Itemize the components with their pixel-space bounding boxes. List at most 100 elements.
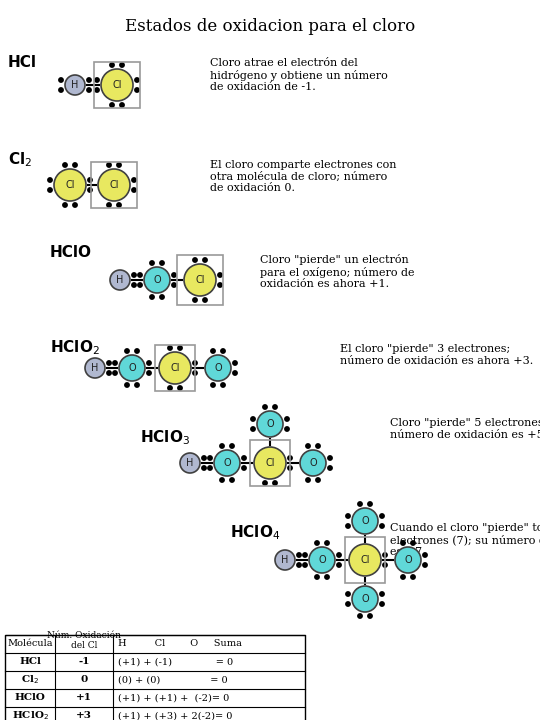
Circle shape bbox=[337, 553, 341, 557]
Circle shape bbox=[178, 346, 182, 350]
Text: Cloro "pierde" 5 electrones;
número de oxidación es +5.: Cloro "pierde" 5 electrones; número de o… bbox=[390, 418, 540, 440]
Circle shape bbox=[147, 361, 151, 365]
Circle shape bbox=[135, 348, 139, 354]
Circle shape bbox=[202, 456, 206, 460]
Circle shape bbox=[411, 541, 415, 545]
Circle shape bbox=[135, 383, 139, 387]
Circle shape bbox=[95, 88, 99, 92]
Circle shape bbox=[380, 514, 384, 518]
Circle shape bbox=[193, 298, 197, 302]
Text: O: O bbox=[266, 419, 274, 429]
Circle shape bbox=[132, 283, 136, 287]
Circle shape bbox=[101, 69, 133, 101]
Circle shape bbox=[160, 261, 164, 265]
Text: O: O bbox=[128, 363, 136, 373]
Circle shape bbox=[88, 188, 92, 192]
Circle shape bbox=[288, 466, 292, 470]
Circle shape bbox=[172, 273, 176, 277]
Text: -1: -1 bbox=[78, 657, 90, 667]
Text: HCl: HCl bbox=[19, 657, 41, 667]
Circle shape bbox=[423, 563, 427, 567]
Circle shape bbox=[251, 417, 255, 421]
Circle shape bbox=[160, 294, 164, 300]
Circle shape bbox=[48, 188, 52, 192]
Circle shape bbox=[303, 553, 307, 557]
Circle shape bbox=[132, 273, 136, 277]
Circle shape bbox=[54, 169, 86, 201]
Circle shape bbox=[172, 283, 176, 287]
Bar bbox=[345, 537, 385, 583]
Bar bbox=[94, 62, 140, 108]
Circle shape bbox=[288, 456, 292, 460]
Circle shape bbox=[120, 103, 124, 107]
Circle shape bbox=[303, 563, 307, 567]
Text: HClO$_3$: HClO$_3$ bbox=[140, 428, 190, 446]
Circle shape bbox=[383, 563, 387, 567]
Circle shape bbox=[358, 613, 362, 618]
Text: HClO$_2$: HClO$_2$ bbox=[11, 710, 49, 720]
Circle shape bbox=[203, 258, 207, 262]
Text: HClO$_4$: HClO$_4$ bbox=[230, 523, 280, 541]
Circle shape bbox=[309, 547, 335, 573]
Circle shape bbox=[352, 508, 378, 534]
Circle shape bbox=[358, 502, 362, 506]
Circle shape bbox=[87, 88, 91, 92]
Text: Cl: Cl bbox=[265, 458, 275, 468]
Text: Cl: Cl bbox=[170, 363, 180, 373]
Text: Cl: Cl bbox=[65, 180, 75, 190]
Circle shape bbox=[107, 203, 111, 207]
Circle shape bbox=[315, 575, 319, 579]
Text: Cl: Cl bbox=[360, 555, 370, 565]
Text: Cloro "pierde" un electrón
para el oxígeno; número de
oxidación es ahora +1.: Cloro "pierde" un electrón para el oxíge… bbox=[260, 254, 415, 289]
Circle shape bbox=[346, 524, 350, 528]
Circle shape bbox=[242, 466, 246, 470]
Bar bbox=[155, 345, 195, 391]
Circle shape bbox=[110, 63, 114, 67]
Circle shape bbox=[208, 466, 212, 470]
Circle shape bbox=[337, 563, 341, 567]
Circle shape bbox=[346, 592, 350, 596]
Circle shape bbox=[107, 361, 111, 365]
Circle shape bbox=[230, 478, 234, 482]
Circle shape bbox=[368, 502, 372, 506]
Circle shape bbox=[380, 602, 384, 606]
Text: O: O bbox=[214, 363, 222, 373]
Circle shape bbox=[401, 541, 405, 545]
Text: El cloro comparte electrones con
otra molécula de cloro; número
de oxidación 0.: El cloro comparte electrones con otra mo… bbox=[210, 160, 396, 194]
Text: HClO$_2$: HClO$_2$ bbox=[50, 338, 100, 356]
Circle shape bbox=[211, 348, 215, 354]
Circle shape bbox=[150, 294, 154, 300]
Circle shape bbox=[202, 466, 206, 470]
Circle shape bbox=[306, 478, 310, 482]
Text: (+1) + (-1)              = 0: (+1) + (-1) = 0 bbox=[118, 657, 233, 667]
Circle shape bbox=[218, 283, 222, 287]
Circle shape bbox=[98, 169, 130, 201]
Circle shape bbox=[87, 78, 91, 82]
Circle shape bbox=[214, 450, 240, 476]
Circle shape bbox=[203, 298, 207, 302]
Circle shape bbox=[218, 273, 222, 277]
Circle shape bbox=[117, 163, 121, 167]
Text: Cuando el cloro "pierde" todos sus
electrones (7); su número de oxidación
es +7.: Cuando el cloro "pierde" todos sus elect… bbox=[390, 523, 540, 557]
Text: H         Cl        O     Suma: H Cl O Suma bbox=[118, 639, 242, 649]
Circle shape bbox=[220, 478, 224, 482]
Circle shape bbox=[273, 481, 277, 485]
Circle shape bbox=[184, 264, 216, 296]
Circle shape bbox=[208, 456, 212, 460]
Circle shape bbox=[328, 456, 332, 460]
Circle shape bbox=[193, 371, 197, 375]
Circle shape bbox=[135, 78, 139, 82]
Circle shape bbox=[297, 553, 301, 557]
Circle shape bbox=[352, 586, 378, 612]
Circle shape bbox=[63, 163, 67, 167]
Circle shape bbox=[220, 444, 224, 448]
Text: (+1) + (+3) + 2(-2)= 0: (+1) + (+3) + 2(-2)= 0 bbox=[118, 711, 232, 720]
Bar bbox=[91, 162, 137, 208]
Circle shape bbox=[221, 383, 225, 387]
Text: O: O bbox=[318, 555, 326, 565]
Circle shape bbox=[325, 541, 329, 545]
Circle shape bbox=[328, 466, 332, 470]
Text: Molécula: Molécula bbox=[7, 639, 53, 649]
Text: Núm. Oxidación
del Cl: Núm. Oxidación del Cl bbox=[47, 631, 121, 650]
Circle shape bbox=[368, 613, 372, 618]
